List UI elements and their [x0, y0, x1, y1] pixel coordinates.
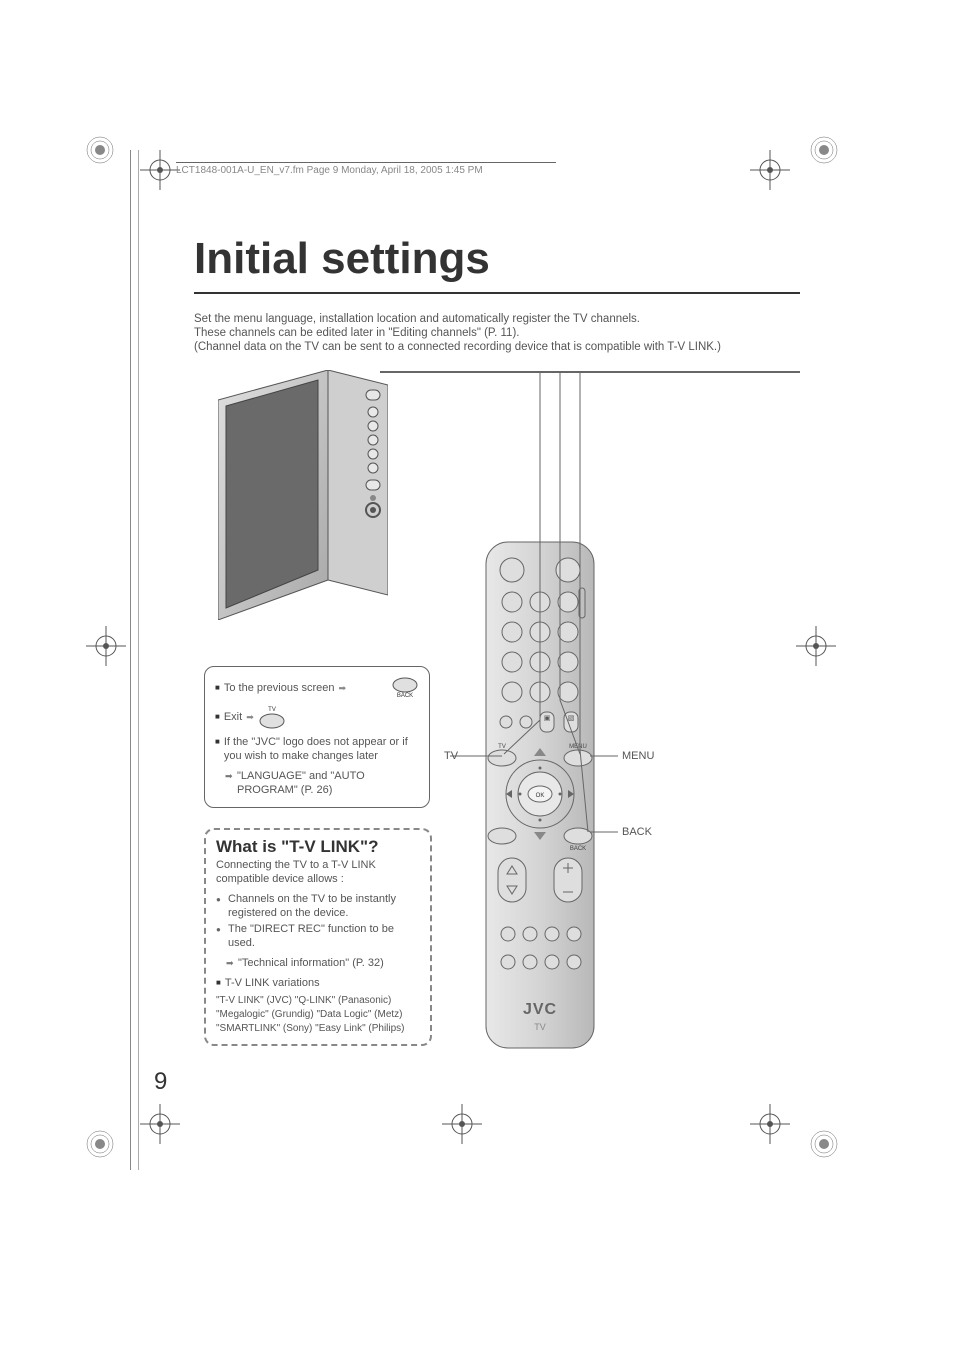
- tvlink-var-row: "SMARTLINK" (Sony) "Easy Link" (Philips): [216, 1022, 422, 1036]
- label-tv: TV: [444, 750, 458, 762]
- page-title: Initial settings: [194, 234, 490, 284]
- info-ref: "LANGUAGE" and "AUTO PROGRAM" (P. 26): [225, 769, 419, 797]
- bullet-icon: ■: [216, 976, 221, 990]
- tv-button-icon: TV: [258, 705, 286, 729]
- tvlink-box: What is "T-V LINK"? Connecting the TV to…: [204, 828, 432, 1046]
- remote-illustration: ▣ ▧ TV MENU OK BACK JVC TV: [484, 540, 596, 1050]
- tvlink-var-row: "Megalogic" (Grundig) "Data Logic" (Metz…: [216, 1008, 422, 1022]
- callout-line: [380, 371, 800, 373]
- svg-text:TV: TV: [498, 744, 506, 750]
- reg-mark-icon: [86, 136, 114, 164]
- vert-rule: [130, 150, 131, 1170]
- intro-text: Set the menu language, installation loca…: [194, 312, 800, 354]
- intro-line: These channels can be edited later in "E…: [194, 326, 800, 340]
- svg-text:OK: OK: [536, 793, 545, 799]
- tvlink-bullet: The "DIRECT REC" function to be used.: [216, 922, 422, 950]
- arrow-icon: ➡: [246, 710, 254, 724]
- arrow-icon: ➡: [339, 681, 347, 695]
- crosshair-icon: [140, 150, 180, 190]
- tvlink-ref: "Technical information" (P. 32): [226, 956, 422, 970]
- tvlink-sub: Connecting the TV to a T-V LINK compatib…: [216, 858, 422, 886]
- vert-rule: [138, 150, 139, 1170]
- intro-line: Set the menu language, installation loca…: [194, 312, 800, 326]
- svg-text:▣: ▣: [544, 715, 551, 722]
- page-header: LCT1848-001A-U_EN_v7.fm Page 9 Monday, A…: [176, 162, 556, 176]
- intro-line: (Channel data on the TV can be sent to a…: [194, 340, 800, 354]
- tvlink-var-heading: T-V LINK variations: [225, 976, 320, 990]
- crosshair-icon: [750, 1104, 790, 1144]
- label-menu: MENU: [622, 750, 654, 762]
- tvlink-bullet: Channels on the TV to be instantly regis…: [216, 892, 422, 920]
- svg-text:BACK: BACK: [397, 693, 413, 699]
- crosshair-icon: [796, 626, 836, 666]
- label-back: BACK: [622, 826, 652, 838]
- tvlink-var-row: "T-V LINK" (JVC) "Q-LINK" (Panasonic): [216, 994, 422, 1008]
- crosshair-icon: [140, 1104, 180, 1144]
- svg-text:TV: TV: [534, 1022, 546, 1032]
- title-rule: [194, 292, 800, 294]
- bullet-icon: ■: [215, 681, 220, 695]
- info-ifnote: If the "JVC" logo does not appear or if …: [224, 735, 419, 763]
- svg-text:▧: ▧: [568, 715, 575, 722]
- reg-mark-icon: [810, 1130, 838, 1158]
- crosshair-icon: [86, 626, 126, 666]
- crosshair-icon: [750, 150, 790, 190]
- tvlink-title: What is "T-V LINK"?: [216, 840, 422, 854]
- reg-mark-icon: [810, 136, 838, 164]
- svg-text:MENU: MENU: [569, 744, 587, 750]
- bullet-icon: ■: [215, 735, 220, 749]
- svg-text:BACK: BACK: [570, 846, 586, 852]
- info-prev-label: To the previous screen: [224, 681, 335, 695]
- reg-mark-icon: [86, 1130, 114, 1158]
- back-button-icon: BACK: [391, 677, 419, 699]
- bullet-icon: ■: [215, 710, 220, 724]
- tv-illustration: [218, 370, 388, 620]
- page-number: 9: [154, 1068, 167, 1096]
- svg-text:JVC: JVC: [523, 1001, 557, 1018]
- svg-text:TV: TV: [268, 707, 276, 713]
- crosshair-icon: [442, 1104, 482, 1144]
- info-box: ■ To the previous screen ➡ BACK ■ Exit ➡…: [204, 666, 430, 808]
- info-exit-label: Exit: [224, 710, 242, 724]
